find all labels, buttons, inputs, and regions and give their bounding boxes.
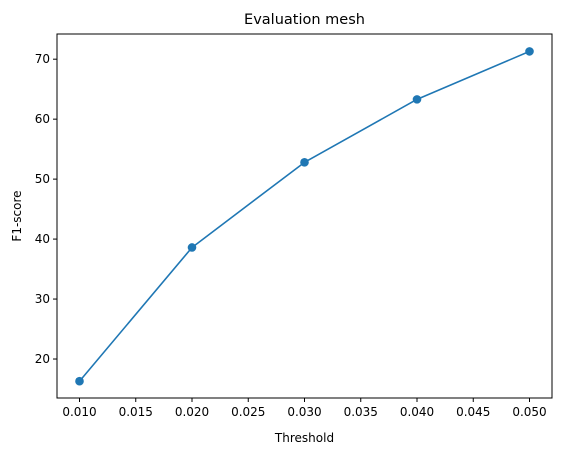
plot-frame <box>56 33 553 399</box>
x-tick-label: 0.020 <box>175 405 209 419</box>
data-point <box>525 47 534 56</box>
chart-title: Evaluation mesh <box>244 12 365 28</box>
data-point <box>300 158 309 167</box>
y-tick-label: 30 <box>35 292 50 306</box>
x-tick-label: 0.050 <box>512 405 546 419</box>
x-tick-label: 0.035 <box>344 405 378 419</box>
y-tick-label: 20 <box>35 352 50 366</box>
series-layer <box>75 47 534 386</box>
x-axis-label: Threshold <box>274 431 334 445</box>
series-line <box>78 50 530 382</box>
x-tick-label: 0.045 <box>456 405 490 419</box>
y-tick-label: 50 <box>35 172 50 186</box>
ticks-layer: 0.010 0.015 0.020 0.025 0.030 0.035 0.040 0.045… <box>35 52 547 419</box>
x-tick-label: 0.040 <box>400 405 434 419</box>
x-tick-label: 0.030 <box>287 405 321 419</box>
y-tick-label: 70 <box>35 52 50 66</box>
y-axis-label: F1-score <box>10 190 24 241</box>
x-tick-label: 0.015 <box>119 405 153 419</box>
data-point <box>187 243 197 252</box>
y-tick-label: 60 <box>35 112 50 126</box>
y-tick-label: 40 <box>35 232 50 246</box>
x-tick-label: 0.025 <box>231 405 265 419</box>
data-point <box>75 376 84 386</box>
data-point <box>412 95 422 104</box>
x-tick-label: 0.010 <box>62 405 96 419</box>
